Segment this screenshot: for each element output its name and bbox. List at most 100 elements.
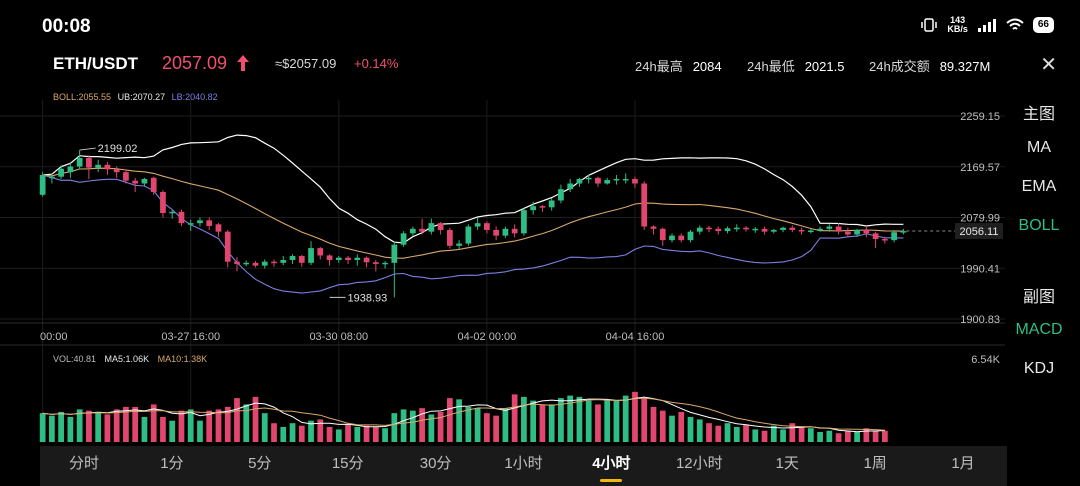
volume-bar	[881, 430, 888, 442]
volume-bar	[224, 406, 231, 442]
timeframe-tab[interactable]: 1周	[863, 455, 887, 472]
vibrate-icon	[921, 18, 938, 32]
volume-bar	[280, 426, 287, 442]
ma10-legend: MA10:1.38K	[157, 354, 208, 364]
volume-bar	[817, 431, 823, 442]
x-tick-label: 03-27 16:00	[161, 331, 220, 343]
timeframe-tab[interactable]: 5分	[248, 455, 272, 472]
volume-ma5-line	[42, 396, 885, 433]
timeframe-tab[interactable]: 1小时	[504, 455, 543, 472]
candle-body	[807, 230, 814, 233]
candle-body	[160, 192, 166, 213]
volume-bar	[206, 410, 213, 442]
extreme-value-label: 1938.93	[348, 292, 388, 304]
candle-body	[345, 257, 351, 260]
indicator-kdj[interactable]: KDJ	[1023, 360, 1055, 377]
candle-body	[687, 231, 694, 241]
timeframe-tab-active[interactable]: 4小时	[567, 446, 655, 486]
candle-body	[197, 220, 203, 224]
candle-body	[298, 256, 305, 263]
volume-bar	[872, 430, 879, 442]
candle-body	[49, 176, 55, 179]
volume-bar	[844, 430, 851, 442]
volume-bar	[150, 404, 157, 442]
timeframe-tab[interactable]: 分时	[68, 455, 99, 472]
volume-bar	[715, 425, 722, 442]
stat-24h-volume: 24h成交额 89.327M	[869, 59, 991, 74]
volume-bar	[632, 391, 638, 442]
volume-bar	[835, 433, 842, 442]
volume-bar	[169, 420, 176, 442]
extreme-marker-line	[79, 147, 96, 151]
x-tick-label: 04-02 00:00	[458, 331, 517, 343]
candle-body	[798, 229, 805, 232]
volume-bar	[595, 404, 601, 442]
volume-bar	[123, 406, 129, 442]
arrow-up-icon	[237, 55, 249, 71]
volume-bar	[298, 425, 305, 442]
kline-chart[interactable]: 2259.15 2169.57 2079.99 1990.41 1900.83 00:00…	[0, 0, 1010, 446]
volume-bar	[826, 430, 833, 442]
timeframe-tab[interactable]: 1天	[775, 455, 799, 472]
volume-bar	[215, 409, 222, 442]
candle-body	[650, 226, 657, 229]
candle-body	[558, 189, 564, 201]
volume-bar	[669, 415, 675, 442]
volume-bar	[567, 395, 574, 442]
volume-bar	[160, 416, 166, 442]
current-price-label: 2056.11	[960, 226, 999, 238]
volume-bar	[326, 426, 333, 442]
volume-bar	[308, 420, 314, 442]
candle-body	[178, 211, 185, 224]
timeframe-tab[interactable]: 1月	[951, 455, 975, 472]
boll-lower-line	[42, 174, 904, 294]
volume-bar	[548, 404, 555, 442]
candle-body	[789, 227, 796, 230]
candle-body	[419, 228, 425, 232]
volume-bar	[363, 425, 370, 442]
volume-bar	[752, 429, 759, 442]
candle-body	[817, 228, 823, 231]
volume-bar	[113, 409, 120, 442]
sub-chart-title: 副图	[1022, 289, 1055, 306]
candle-body	[900, 231, 907, 233]
close-icon[interactable]: ✕	[1040, 54, 1057, 76]
volume-bar	[780, 429, 786, 442]
timeframe-tab[interactable]: 12小时	[675, 455, 723, 472]
candle-body	[363, 257, 370, 263]
candle-body	[632, 178, 638, 184]
volume-bar	[252, 396, 259, 442]
status-icons: 143 KB/s 66	[920, 16, 1054, 34]
signal-icon	[977, 19, 996, 32]
candle-body	[659, 228, 666, 241]
stat-24h-high: 24h最高 2084	[635, 59, 722, 74]
indicator-ma[interactable]: MA	[1027, 139, 1051, 156]
trading-pair[interactable]: ETH/USDT	[53, 54, 138, 73]
volume-bar	[67, 416, 74, 442]
candle-body	[150, 177, 157, 193]
volume-bar	[743, 424, 749, 442]
candle-body	[123, 172, 129, 181]
volume-y-tick-label: 6.54K	[971, 354, 1000, 366]
indicator-boll[interactable]: BOLL	[1018, 217, 1060, 234]
vol-value-legend: VOL:40.81	[53, 354, 97, 364]
timeframe-tab[interactable]: 30分	[419, 455, 452, 472]
volume-bar	[789, 423, 796, 442]
candle-body	[891, 232, 897, 241]
candle-body	[113, 169, 120, 173]
volume-bar	[558, 398, 564, 442]
timeframe-tab[interactable]: 15分	[331, 455, 364, 472]
candle-body	[761, 228, 768, 232]
candle-body	[641, 183, 648, 227]
timeframe-bar: 分时 1分 5分 15分 30分 1小时 4小时 12小时 1天 1周 1月	[40, 446, 1007, 486]
volume-bar	[335, 429, 342, 442]
volume-bar	[696, 419, 703, 442]
volume-bar	[178, 410, 185, 442]
indicator-ema[interactable]: EMA	[1021, 178, 1057, 195]
candle-body	[234, 261, 240, 264]
indicator-macd[interactable]: MACD	[1015, 321, 1063, 338]
extreme-value-label: 2199.02	[98, 143, 138, 155]
volume-bar	[854, 431, 860, 442]
volume-bar	[474, 408, 481, 442]
timeframe-tab[interactable]: 1分	[160, 455, 184, 472]
